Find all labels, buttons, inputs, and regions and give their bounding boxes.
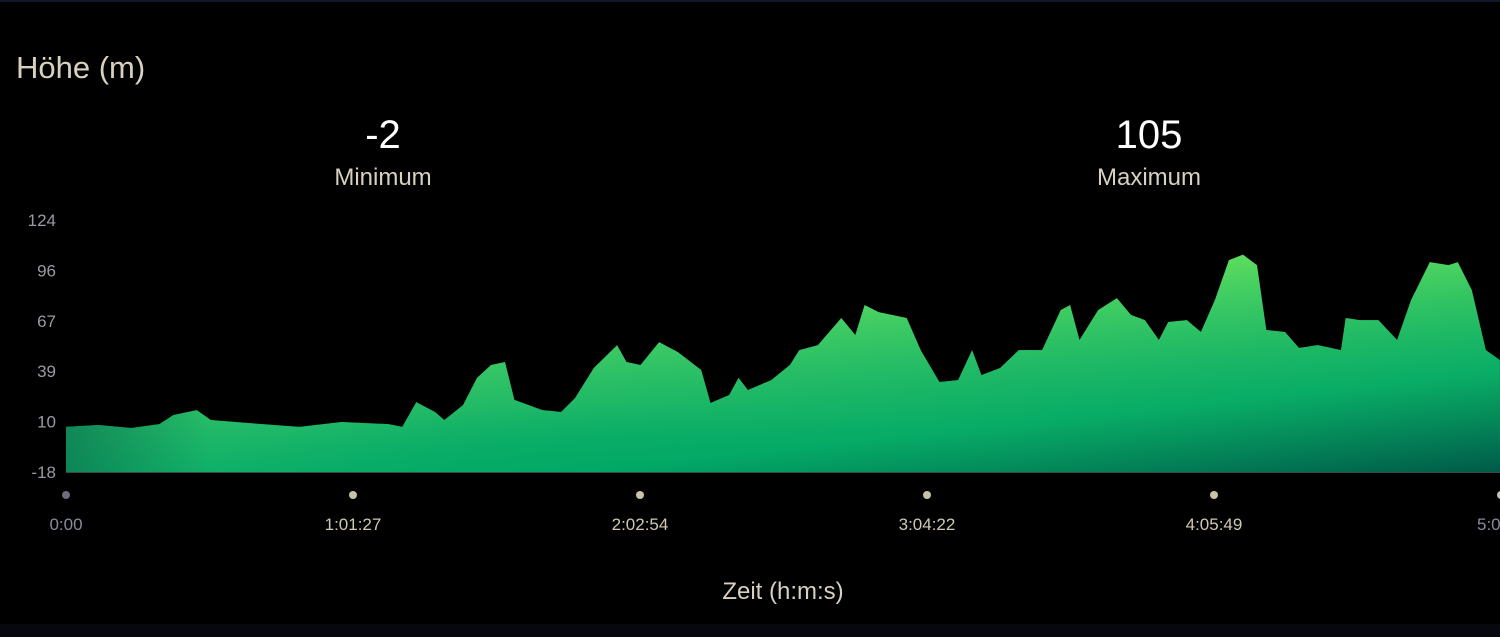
x-tick-dot	[349, 491, 357, 499]
x-tick-label: 2:02:54	[612, 515, 669, 534]
stat-minimum-label: Minimum	[334, 164, 432, 191]
x-tick-label: 3:04:22	[899, 515, 956, 534]
x-tick-dot	[1210, 491, 1218, 499]
x-tick-dot	[62, 491, 70, 499]
x-tick-label: 0:00	[49, 515, 82, 534]
x-tick-dot	[636, 491, 644, 499]
stat-maximum-label: Maximum	[1096, 164, 1201, 191]
y-tick-label: 124	[28, 211, 56, 230]
x-tick-dot	[1497, 491, 1500, 499]
top-border	[0, 0, 1500, 2]
x-axis-label: Zeit (h:m:s)	[722, 578, 844, 605]
y-tick-label: 96	[37, 261, 56, 280]
x-tick-dot	[923, 491, 931, 499]
stat-minimum-value: -2	[365, 113, 401, 157]
y-tick-label: 67	[37, 312, 56, 331]
stat-minimum: -2 Minimum	[233, 112, 533, 192]
x-tick-label: 5:07:	[1477, 515, 1500, 534]
x-tick-label: 4:05:49	[1186, 515, 1243, 534]
y-tick-label: 39	[37, 362, 56, 381]
stat-maximum-value: 105	[1115, 113, 1183, 157]
bottom-bar	[0, 624, 1500, 637]
stat-maximum: 105 Maximum	[999, 112, 1299, 192]
chart-title: Höhe (m)	[16, 50, 146, 85]
y-tick-label: 10	[37, 413, 56, 432]
x-tick-label: 1:01:27	[325, 515, 382, 534]
area-shade-left	[66, 254, 1500, 472]
y-tick-label: -18	[31, 463, 56, 482]
